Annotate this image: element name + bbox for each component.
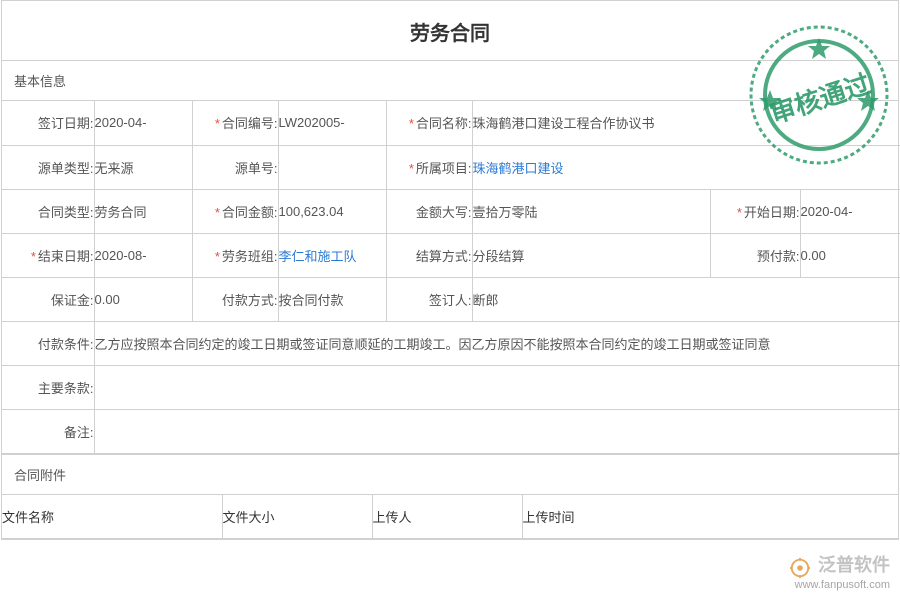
section-attachments: 合同附件 [2,454,898,495]
watermark-brand: 泛普软件 [818,555,890,575]
label-source-no: 源单号: [192,145,278,189]
label-pay-terms: 付款条件: [2,321,94,365]
label-source-type: 源单类型: [2,145,94,189]
label-end-date: *结束日期: [2,233,94,277]
table-row: 备注: [2,409,900,453]
label-labor-team: *劳务班组: [192,233,278,277]
attach-header-row: 文件名称 文件大小 上传人 上传时间 [2,495,898,539]
value-end-date: 2020-08- [94,233,192,277]
label-prepay: 预付款: [710,233,800,277]
section-basic-info: 基本信息 [2,61,898,101]
label-remark: 备注: [2,409,94,453]
label-sign-date: 签订日期: [2,101,94,145]
label-settle-mode: 结算方式: [386,233,472,277]
table-row: 合同类型: 劳务合同 *合同金额: 100,623.04 金额大写: 壹拾万零陆… [2,189,900,233]
label-contract-name: *合同名称: [386,101,472,145]
label-pay-mode: 付款方式: [192,277,278,321]
project-link[interactable]: 珠海鹤港口建设 [473,161,564,176]
page-title: 劳务合同 [2,17,898,46]
value-pay-mode: 按合同付款 [278,277,386,321]
value-signer: 断郎 [472,277,900,321]
label-start-date: *开始日期: [710,189,800,233]
col-file-size: 文件大小 [222,495,372,539]
value-main-terms [94,365,900,409]
value-labor-team: 李仁和施工队 [278,233,386,277]
table-row: 保证金: 0.00 付款方式: 按合同付款 签订人: 断郎 [2,277,900,321]
contract-form-page: 劳务合同 基本信息 签订日期: 2020-04- *合同编号: LW202005… [1,0,899,540]
label-deposit: 保证金: [2,277,94,321]
table-row: 签订日期: 2020-04- *合同编号: LW202005- *合同名称: 珠… [2,101,900,145]
col-upload-time: 上传时间 [522,495,898,539]
value-pay-terms: 乙方应按照本合同约定的竣工日期或签证同意顺延的工期竣工。因乙方原因不能按照本合同… [94,321,900,365]
label-main-terms: 主要条款: [2,365,94,409]
table-row: 主要条款: [2,365,900,409]
value-amount: 100,623.04 [278,189,386,233]
value-remark [94,409,900,453]
label-amount: *合同金额: [192,189,278,233]
label-project: *所属项目: [386,145,472,189]
watermark: 泛普软件 www.fanpusoft.com [789,555,890,592]
table-row: 源单类型: 无来源 源单号: *所属项目: 珠海鹤港口建设 [2,145,900,189]
value-deposit: 0.00 [94,277,192,321]
value-source-type: 无来源 [94,145,192,189]
value-sign-date: 2020-04- [94,101,192,145]
value-amount-cn: 壹拾万零陆 [472,189,710,233]
label-amount-cn: 金额大写: [386,189,472,233]
value-contract-no: LW202005- [278,101,386,145]
labor-team-link[interactable]: 李仁和施工队 [279,249,357,264]
attachments-table: 文件名称 文件大小 上传人 上传时间 [2,495,898,540]
label-signer: 签订人: [386,277,472,321]
label-contract-type: 合同类型: [2,189,94,233]
value-prepay: 0.00 [800,233,900,277]
basic-info-table: 签订日期: 2020-04- *合同编号: LW202005- *合同名称: 珠… [2,101,900,454]
value-start-date: 2020-04- [800,189,900,233]
value-contract-name: 珠海鹤港口建设工程合作协议书 [472,101,900,145]
watermark-url: www.fanpusoft.com [789,579,890,592]
value-source-no [278,145,386,189]
gear-icon [789,557,811,579]
value-project: 珠海鹤港口建设 [472,145,900,189]
col-uploader: 上传人 [372,495,522,539]
table-row: 付款条件: 乙方应按照本合同约定的竣工日期或签证同意顺延的工期竣工。因乙方原因不… [2,321,900,365]
value-settle-mode: 分段结算 [472,233,710,277]
label-contract-no: *合同编号: [192,101,278,145]
value-contract-type: 劳务合同 [94,189,192,233]
col-file-name: 文件名称 [2,495,222,539]
title-bar: 劳务合同 [2,1,898,61]
table-row: *结束日期: 2020-08- *劳务班组: 李仁和施工队 结算方式: 分段结算… [2,233,900,277]
